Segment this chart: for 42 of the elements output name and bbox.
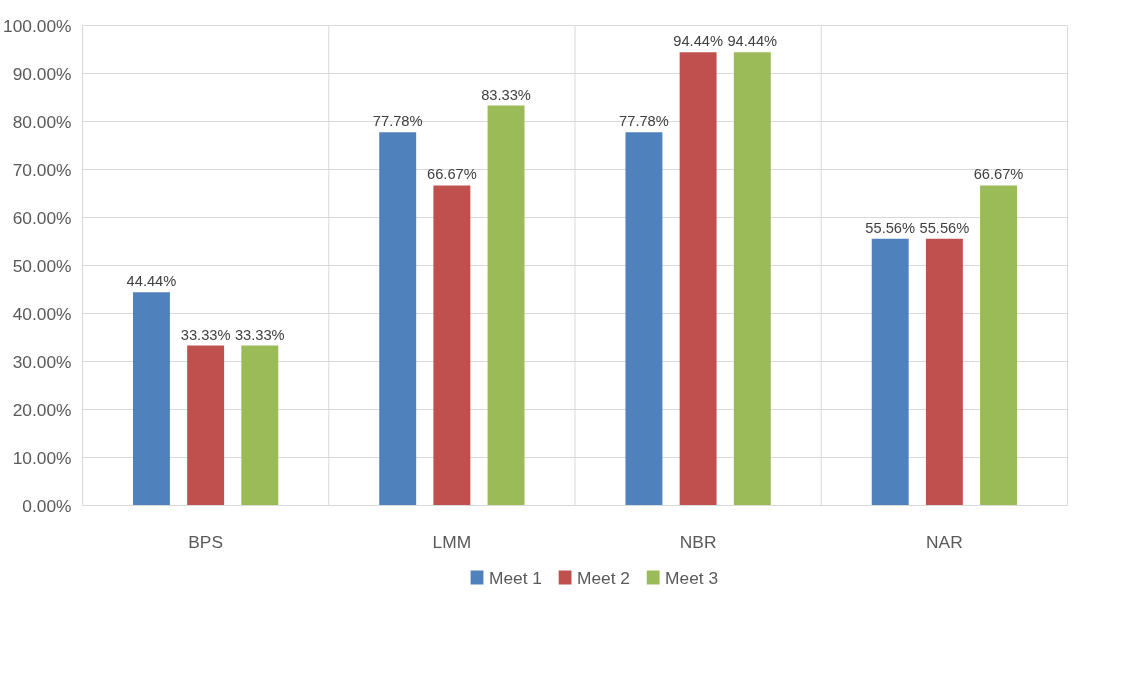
bar [980,185,1018,506]
y-tick-label: 100.00% [3,15,72,36]
legend-label: Meet 1 [488,567,542,588]
data-label: 94.44% [727,33,778,50]
y-tick-label: 40.00% [12,303,72,324]
x-tick-label: LMM [432,531,472,552]
data-label: 77.78% [619,113,669,130]
data-label: 94.44% [673,33,723,50]
x-tick-label: NAR [926,531,963,552]
bar [871,238,909,506]
bar [925,238,963,506]
x-tick-label: BPS [188,531,223,552]
data-label: 83.33% [481,86,531,103]
legend-label: Meet 3 [665,567,719,588]
data-label: 66.67% [427,166,477,183]
y-tick-label: 90.00% [12,63,72,84]
y-tick-label: 30.00% [12,351,72,372]
x-tick-label: NBR [679,531,717,552]
bar [132,292,170,506]
bar [241,345,279,506]
bar [487,105,525,506]
bar [433,185,471,506]
bar [187,345,225,506]
y-tick-label: 60.00% [12,207,72,228]
bar [733,52,771,506]
y-tick-label: 0.00% [22,495,72,516]
data-label: 55.56% [865,219,916,236]
data-label: 55.56% [919,219,970,236]
bar [679,52,717,506]
data-label: 33.33% [234,326,285,343]
y-tick-label: 10.00% [12,447,72,468]
bar [379,132,417,506]
y-tick-label: 20.00% [12,399,72,420]
bar [625,132,663,506]
legend-label: Meet 2 [577,567,631,588]
data-label: 33.33% [180,326,231,343]
data-label: 77.78% [372,113,423,130]
data-label: 66.67% [973,166,1024,183]
y-tick-label: 50.00% [12,255,72,276]
data-label: 44.44% [126,273,177,290]
y-tick-label: 80.00% [12,111,72,132]
y-tick-label: 70.00% [12,159,72,180]
